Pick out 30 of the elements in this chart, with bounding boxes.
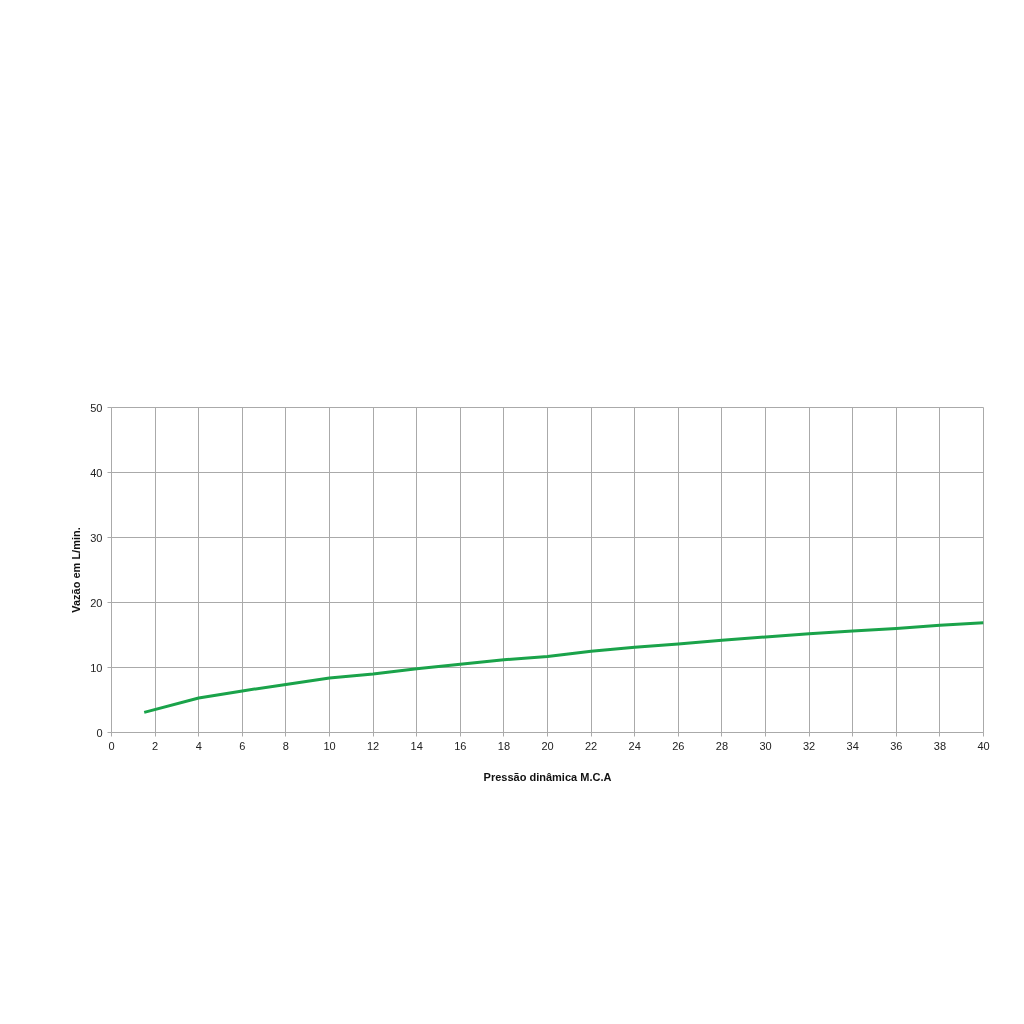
x-tick-label: 16: [454, 739, 467, 752]
line-series: [142, 621, 984, 714]
x-tick-label: 18: [497, 739, 511, 752]
y-tick-label: 40: [90, 466, 103, 479]
y-tick-label: 50: [90, 401, 103, 414]
x-tick-label: 8: [282, 739, 289, 752]
y-tick-label: 20: [90, 596, 103, 609]
y-tick-label: 30: [90, 531, 103, 544]
x-tick-label: 12: [366, 739, 380, 752]
x-tick-label: 14: [410, 739, 423, 752]
x-tick-label: 6: [239, 739, 246, 752]
x-tick-label: 32: [802, 739, 816, 752]
y-axis-title: Vazão em L/min.: [70, 527, 83, 613]
x-tick-label: 26: [672, 739, 685, 752]
x-tick-label: 10: [323, 739, 336, 752]
x-tick-label: 34: [846, 739, 859, 752]
y-tick-label: 0: [96, 726, 103, 739]
x-tick-label: 0: [108, 739, 115, 752]
x-tick-label: 20: [541, 739, 554, 752]
x-tick-label: 24: [628, 739, 641, 752]
x-tick-label: 36: [890, 739, 903, 752]
y-tick-label: 10: [90, 661, 103, 674]
x-tick-label: 4: [195, 739, 202, 752]
x-tick-label: 28: [715, 739, 729, 752]
x-tick-label: 22: [584, 739, 598, 752]
x-tick-label: 40: [977, 739, 990, 752]
x-tick-label: 2: [152, 739, 159, 752]
x-tick-label: 30: [759, 739, 772, 752]
x-tick-label: 38: [933, 739, 947, 752]
x-axis-title: Pressão dinâmica M.C.A: [483, 770, 612, 783]
